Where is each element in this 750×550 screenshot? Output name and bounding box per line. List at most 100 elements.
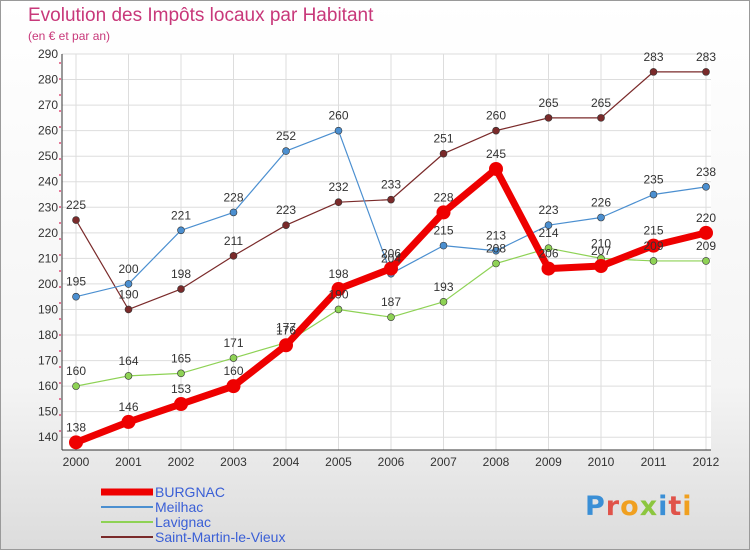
x-tick-label: 2002: [168, 455, 195, 469]
data-point: [702, 257, 710, 265]
data-point: [492, 246, 500, 255]
data-label: 213: [486, 229, 506, 243]
data-label: 223: [276, 203, 296, 217]
x-tick-label: 2010: [588, 455, 615, 469]
data-label: 228: [223, 190, 243, 204]
data-label: 153: [171, 382, 191, 396]
data-label: 252: [276, 129, 296, 143]
data-point: [174, 397, 188, 412]
data-label: 190: [328, 287, 348, 301]
data-point: [331, 282, 346, 297]
y-tick-label: 280: [38, 73, 58, 87]
legend: BURGNACMeilhacLavignacSaint-Martin-le-Vi…: [101, 484, 285, 545]
y-tick-label: 290: [38, 47, 58, 61]
data-label: 190: [118, 287, 138, 301]
data-label: 210: [591, 236, 611, 250]
data-point: [177, 226, 185, 235]
data-point: [387, 195, 395, 204]
data-point: [124, 372, 133, 380]
data-point: [702, 183, 710, 191]
x-tick-label: 2005: [325, 455, 352, 469]
data-point: [282, 147, 290, 155]
logo-letter: i: [682, 491, 693, 522]
data-label: 215: [433, 224, 453, 238]
legend-label: Meilhac: [155, 499, 203, 515]
labels-lavignac: 160 164 165 171 177 190 187 193 208 214 210 209 209: [66, 226, 716, 378]
data-label: 160: [223, 364, 243, 378]
x-tick-label: 2004: [273, 455, 300, 469]
chart-subtitle: (en € et par an): [28, 29, 111, 43]
data-point: [334, 126, 343, 135]
logo-letter: x: [639, 491, 659, 522]
y-tick-label: 150: [38, 405, 58, 419]
data-point: [69, 435, 83, 450]
data-label: 146: [118, 400, 138, 414]
data-label: 214: [538, 226, 558, 240]
data-point: [177, 369, 185, 378]
data-point: [334, 198, 343, 206]
data-label: 206: [381, 247, 401, 261]
data-label: 235: [643, 173, 663, 187]
labels-burgnac: 138 146 153 160 176 198 206 228 245 206 207 215 220: [66, 147, 716, 434]
data-label: 209: [696, 239, 716, 253]
data-point: [282, 221, 290, 229]
data-label: 225: [66, 198, 86, 212]
data-label: 283: [643, 50, 663, 64]
y-tick-label: 260: [38, 124, 58, 138]
y-tick-label: 140: [38, 430, 58, 444]
data-point: [597, 213, 605, 222]
data-point: [121, 414, 136, 429]
data-point: [124, 305, 133, 314]
logo-letter: o: [620, 491, 640, 522]
data-point: [229, 252, 238, 260]
y-tick-label: 230: [38, 200, 58, 214]
series-burgnac: [69, 161, 713, 450]
y-tick-label: 250: [38, 149, 58, 163]
data-label: 228: [433, 190, 453, 204]
data-point: [594, 259, 608, 274]
data-label: 177: [276, 321, 296, 335]
data-point: [72, 216, 80, 224]
data-label: 200: [118, 262, 138, 276]
data-label: 260: [486, 109, 506, 123]
data-point: [226, 379, 241, 394]
logo-letter: t: [668, 491, 683, 522]
data-point: [489, 161, 503, 176]
data-label: 251: [433, 132, 453, 146]
logo-letter: i: [658, 491, 669, 522]
data-label: 195: [66, 275, 86, 289]
data-label: 160: [66, 364, 86, 378]
y-tick-label: 190: [38, 302, 58, 316]
data-point: [646, 238, 661, 253]
x-tick-label: 2000: [63, 455, 90, 469]
data-point: [334, 305, 343, 314]
data-point: [279, 338, 293, 353]
y-tick-label: 270: [38, 98, 58, 112]
data-label: 238: [696, 165, 716, 179]
data-point: [124, 280, 133, 288]
data-label: 283: [696, 50, 716, 64]
series-lavignac: [72, 244, 710, 390]
logo-letter: r: [605, 491, 621, 522]
data-label: 215: [643, 224, 663, 238]
data-point: [177, 285, 185, 293]
data-label: 209: [643, 239, 663, 253]
data-label: 232: [328, 180, 348, 194]
data-point: [702, 68, 710, 76]
data-point: [492, 126, 500, 135]
data-label: 165: [171, 351, 191, 365]
data-label: 187: [381, 295, 401, 309]
data-label: 176: [276, 323, 296, 337]
data-point: [699, 225, 713, 240]
data-point: [492, 259, 500, 268]
data-label: 138: [66, 420, 86, 434]
data-label: 245: [486, 147, 506, 161]
data-label: 226: [591, 196, 611, 210]
data-point: [72, 382, 80, 390]
legend-label: Lavignac: [155, 514, 211, 530]
y-tick-label: 170: [38, 354, 58, 368]
data-label: 233: [381, 178, 401, 192]
data-point: [541, 261, 556, 276]
